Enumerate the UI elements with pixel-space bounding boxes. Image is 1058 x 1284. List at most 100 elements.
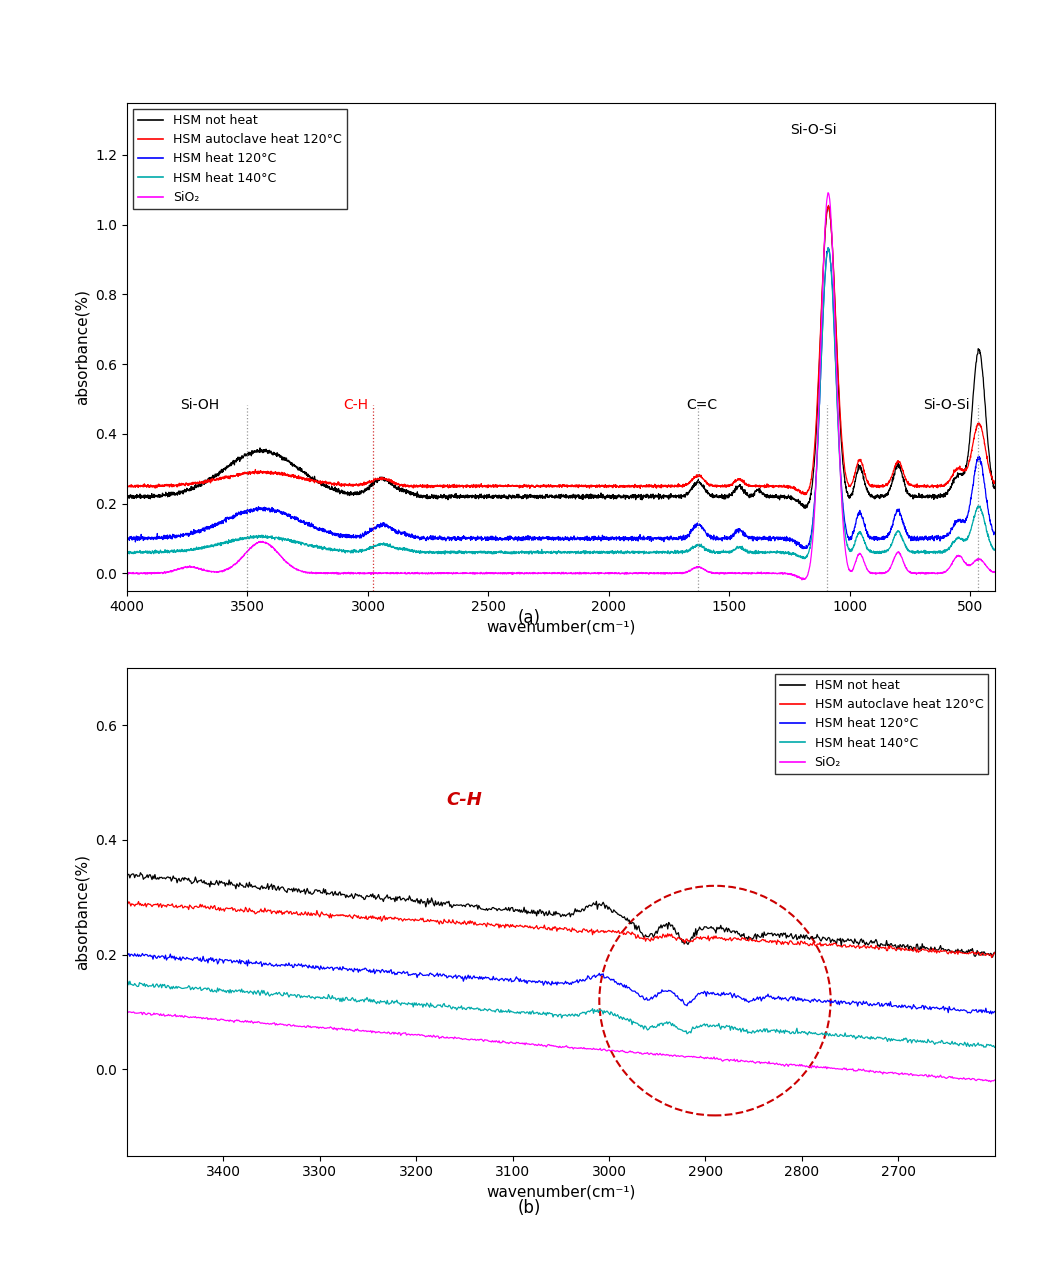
HSM autoclave heat 120°C: [121, 895, 133, 910]
X-axis label: wavenumber(cm⁻¹): wavenumber(cm⁻¹): [486, 620, 636, 634]
HSM not heat: [411, 891, 423, 907]
SiO₂: [833, 1062, 845, 1077]
Y-axis label: absorbance(%): absorbance(%): [75, 854, 90, 969]
HSM autoclave heat 120°C: [335, 908, 348, 923]
HSM heat 120°C: [136, 946, 149, 962]
HSM autoclave heat 120°C: [411, 912, 423, 927]
HSM not heat: [874, 939, 887, 954]
HSM heat 140°C: [883, 539, 896, 555]
Line: HSM heat 120°C: HSM heat 120°C: [127, 248, 995, 548]
Text: Si-O-Si: Si-O-Si: [923, 398, 969, 412]
HSM not heat: [886, 478, 898, 493]
HSM heat 140°C: [886, 538, 898, 553]
SiO₂: [561, 1040, 573, 1055]
HSM not heat: [883, 482, 896, 497]
HSM heat 120°C: [874, 998, 887, 1013]
HSM autoclave heat 120°C: [833, 939, 845, 954]
HSM heat 120°C: [561, 975, 573, 990]
HSM not heat: [988, 479, 1001, 494]
HSM heat 120°C: [317, 524, 330, 539]
Y-axis label: absorbance(%): absorbance(%): [75, 289, 90, 404]
HSM not heat: [799, 501, 811, 516]
HSM heat 120°C: [822, 240, 835, 256]
HSM not heat: [933, 489, 946, 505]
HSM autoclave heat 120°C: [874, 940, 887, 955]
HSM heat 140°C: [317, 541, 330, 556]
HSM autoclave heat 120°C: [317, 474, 330, 489]
HSM autoclave heat 120°C: [121, 478, 133, 493]
HSM not heat: [388, 479, 401, 494]
HSM not heat: [696, 922, 709, 937]
HSM autoclave heat 120°C: [933, 478, 946, 493]
SiO₂: [883, 561, 896, 577]
HSM heat 140°C: [798, 551, 810, 566]
SiO₂: [886, 557, 898, 573]
HSM heat 140°C: [874, 1030, 887, 1045]
HSM heat 120°C: [985, 1007, 998, 1022]
SiO₂: [121, 1004, 133, 1019]
SiO₂: [988, 565, 1001, 580]
SiO₂: [796, 573, 808, 588]
HSM heat 120°C: [335, 962, 348, 977]
HSM heat 120°C: [696, 985, 709, 1000]
HSM not heat: [317, 478, 330, 493]
Line: HSM not heat: HSM not heat: [127, 207, 995, 508]
HSM heat 140°C: [562, 1007, 574, 1022]
SiO₂: [822, 185, 835, 200]
Line: HSM not heat: HSM not heat: [127, 873, 995, 957]
Line: HSM autoclave heat 120°C: HSM autoclave heat 120°C: [127, 901, 995, 958]
HSM heat 140°C: [388, 541, 401, 556]
HSM heat 120°C: [411, 969, 423, 985]
HSM heat 120°C: [988, 1004, 1001, 1019]
HSM heat 120°C: [886, 519, 898, 534]
HSM not heat: [121, 489, 133, 505]
HSM heat 120°C: [121, 530, 133, 546]
HSM heat 120°C: [933, 530, 946, 546]
SiO₂: [388, 566, 401, 582]
HSM heat 120°C: [833, 996, 845, 1012]
HSM heat 140°C: [718, 544, 731, 560]
HSM heat 120°C: [883, 524, 896, 539]
HSM heat 140°C: [412, 996, 424, 1012]
HSM not heat: [335, 886, 348, 901]
HSM heat 120°C: [121, 946, 133, 962]
SiO₂: [874, 1063, 887, 1079]
Text: C-H: C-H: [446, 791, 482, 809]
HSM heat 120°C: [718, 532, 731, 547]
Text: (b): (b): [517, 1199, 541, 1217]
HSM not heat: [822, 199, 835, 214]
HSM not heat: [134, 865, 147, 881]
HSM not heat: [833, 932, 845, 948]
Line: SiO₂: SiO₂: [127, 193, 995, 580]
SiO₂: [984, 1075, 997, 1090]
SiO₂: [317, 566, 330, 582]
HSM heat 140°C: [988, 1040, 1001, 1055]
HSM heat 140°C: [697, 1017, 710, 1032]
SiO₂: [411, 1027, 423, 1043]
SiO₂: [718, 566, 731, 582]
HSM heat 120°C: [797, 541, 809, 556]
Line: HSM heat 140°C: HSM heat 140°C: [127, 248, 995, 559]
HSM heat 140°C: [121, 544, 133, 560]
Text: C-H: C-H: [344, 398, 368, 412]
SiO₂: [933, 565, 946, 580]
HSM autoclave heat 120°C: [822, 198, 835, 213]
HSM autoclave heat 120°C: [696, 930, 709, 945]
HSM autoclave heat 120°C: [886, 470, 898, 485]
HSM autoclave heat 120°C: [988, 475, 1001, 490]
Line: HSM autoclave heat 120°C: HSM autoclave heat 120°C: [127, 205, 995, 494]
HSM autoclave heat 120°C: [988, 945, 1001, 960]
HSM autoclave heat 120°C: [799, 487, 811, 502]
X-axis label: wavenumber(cm⁻¹): wavenumber(cm⁻¹): [486, 1185, 636, 1199]
HSM autoclave heat 120°C: [132, 894, 145, 909]
HSM not heat: [121, 868, 133, 883]
HSM heat 140°C: [822, 240, 835, 256]
HSM heat 140°C: [933, 544, 946, 560]
Line: HSM heat 140°C: HSM heat 140°C: [127, 981, 995, 1048]
HSM not heat: [718, 488, 731, 503]
SiO₂: [696, 1050, 709, 1066]
HSM autoclave heat 120°C: [388, 475, 401, 490]
HSM not heat: [988, 945, 1001, 960]
Line: SiO₂: SiO₂: [127, 1012, 995, 1082]
Text: (a): (a): [517, 609, 541, 627]
